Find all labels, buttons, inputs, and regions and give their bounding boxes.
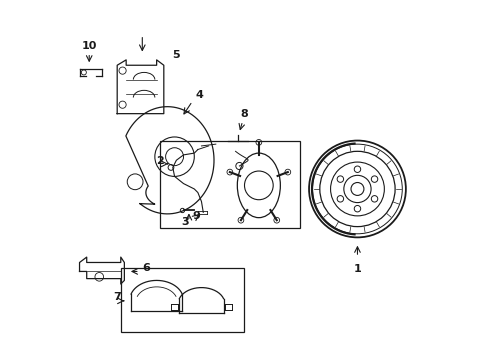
Bar (160, 140, 300, 228)
Text: 4: 4 (195, 90, 203, 99)
Text: 7: 7 (113, 292, 121, 302)
Text: 6: 6 (142, 264, 150, 274)
Text: 8: 8 (240, 109, 248, 119)
Text: 1: 1 (353, 264, 361, 274)
Text: 10: 10 (81, 41, 97, 51)
Text: 5: 5 (172, 50, 180, 60)
Text: 9: 9 (192, 211, 200, 221)
Bar (121, 268, 244, 332)
Text: 3: 3 (181, 217, 189, 227)
Text: 2: 2 (155, 156, 163, 166)
